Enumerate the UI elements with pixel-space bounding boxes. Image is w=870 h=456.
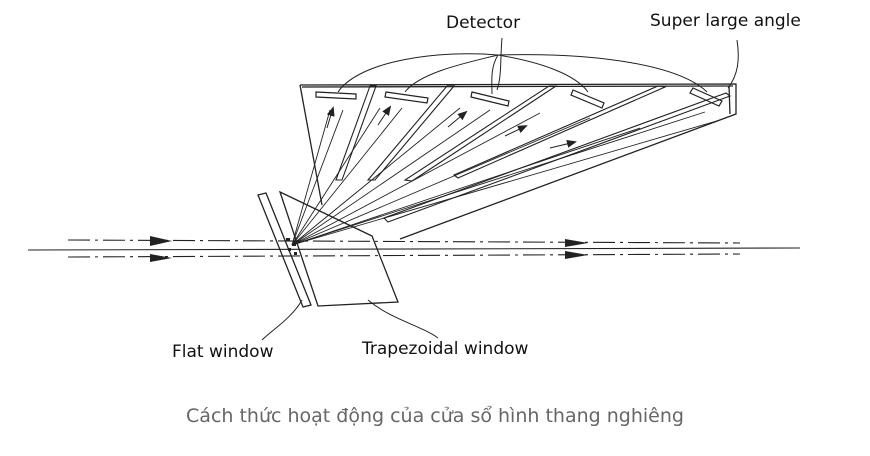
- collimator-plate: [383, 92, 732, 223]
- detector-element: [689, 87, 723, 107]
- flat-window: [257, 192, 312, 308]
- beam-arrow-2: [150, 254, 172, 262]
- leader-super-large-angle: [727, 39, 739, 89]
- beam-arrow-3: [565, 239, 588, 247]
- ray-arrow: [447, 110, 468, 128]
- beam-arrows: [150, 236, 588, 262]
- leader-detector: [496, 37, 503, 91]
- label-trapezoidal-window: Trapezoidal window: [362, 339, 529, 359]
- detector-housing: [299, 83, 737, 240]
- detector-element: [315, 91, 357, 100]
- beam-lines: [27, 239, 801, 258]
- detector-element: [470, 91, 510, 107]
- beam-arrow-4: [565, 251, 588, 259]
- trapezoidal-window: [278, 190, 399, 307]
- collimator-plate: [335, 85, 377, 181]
- detector-element: [570, 89, 605, 109]
- ray-arrow: [549, 139, 577, 149]
- leader-flat-window: [261, 299, 303, 341]
- label-flat-window: Flat window: [172, 342, 274, 362]
- leader-trapezoidal-window: [367, 299, 439, 339]
- collimator-plates: [335, 85, 732, 223]
- leader-lines: [261, 37, 739, 341]
- ray-arrows: [326, 105, 577, 149]
- collimator-plate: [452, 85, 667, 179]
- scattered-rays: [291, 107, 721, 246]
- ray-arrow: [326, 106, 335, 129]
- label-super-large-angle: Super large angle: [650, 11, 801, 31]
- beam-arrow-1: [150, 236, 172, 246]
- ray-arrow: [504, 125, 528, 137]
- detector-elements: [315, 87, 723, 109]
- detector-element: [384, 91, 429, 104]
- collimator-plate: [366, 85, 456, 181]
- figure-caption: Cách thức hoạt động của cửa sổ hình than…: [186, 405, 684, 427]
- label-detector: Detector: [446, 13, 521, 33]
- ray-arrow: [377, 105, 392, 126]
